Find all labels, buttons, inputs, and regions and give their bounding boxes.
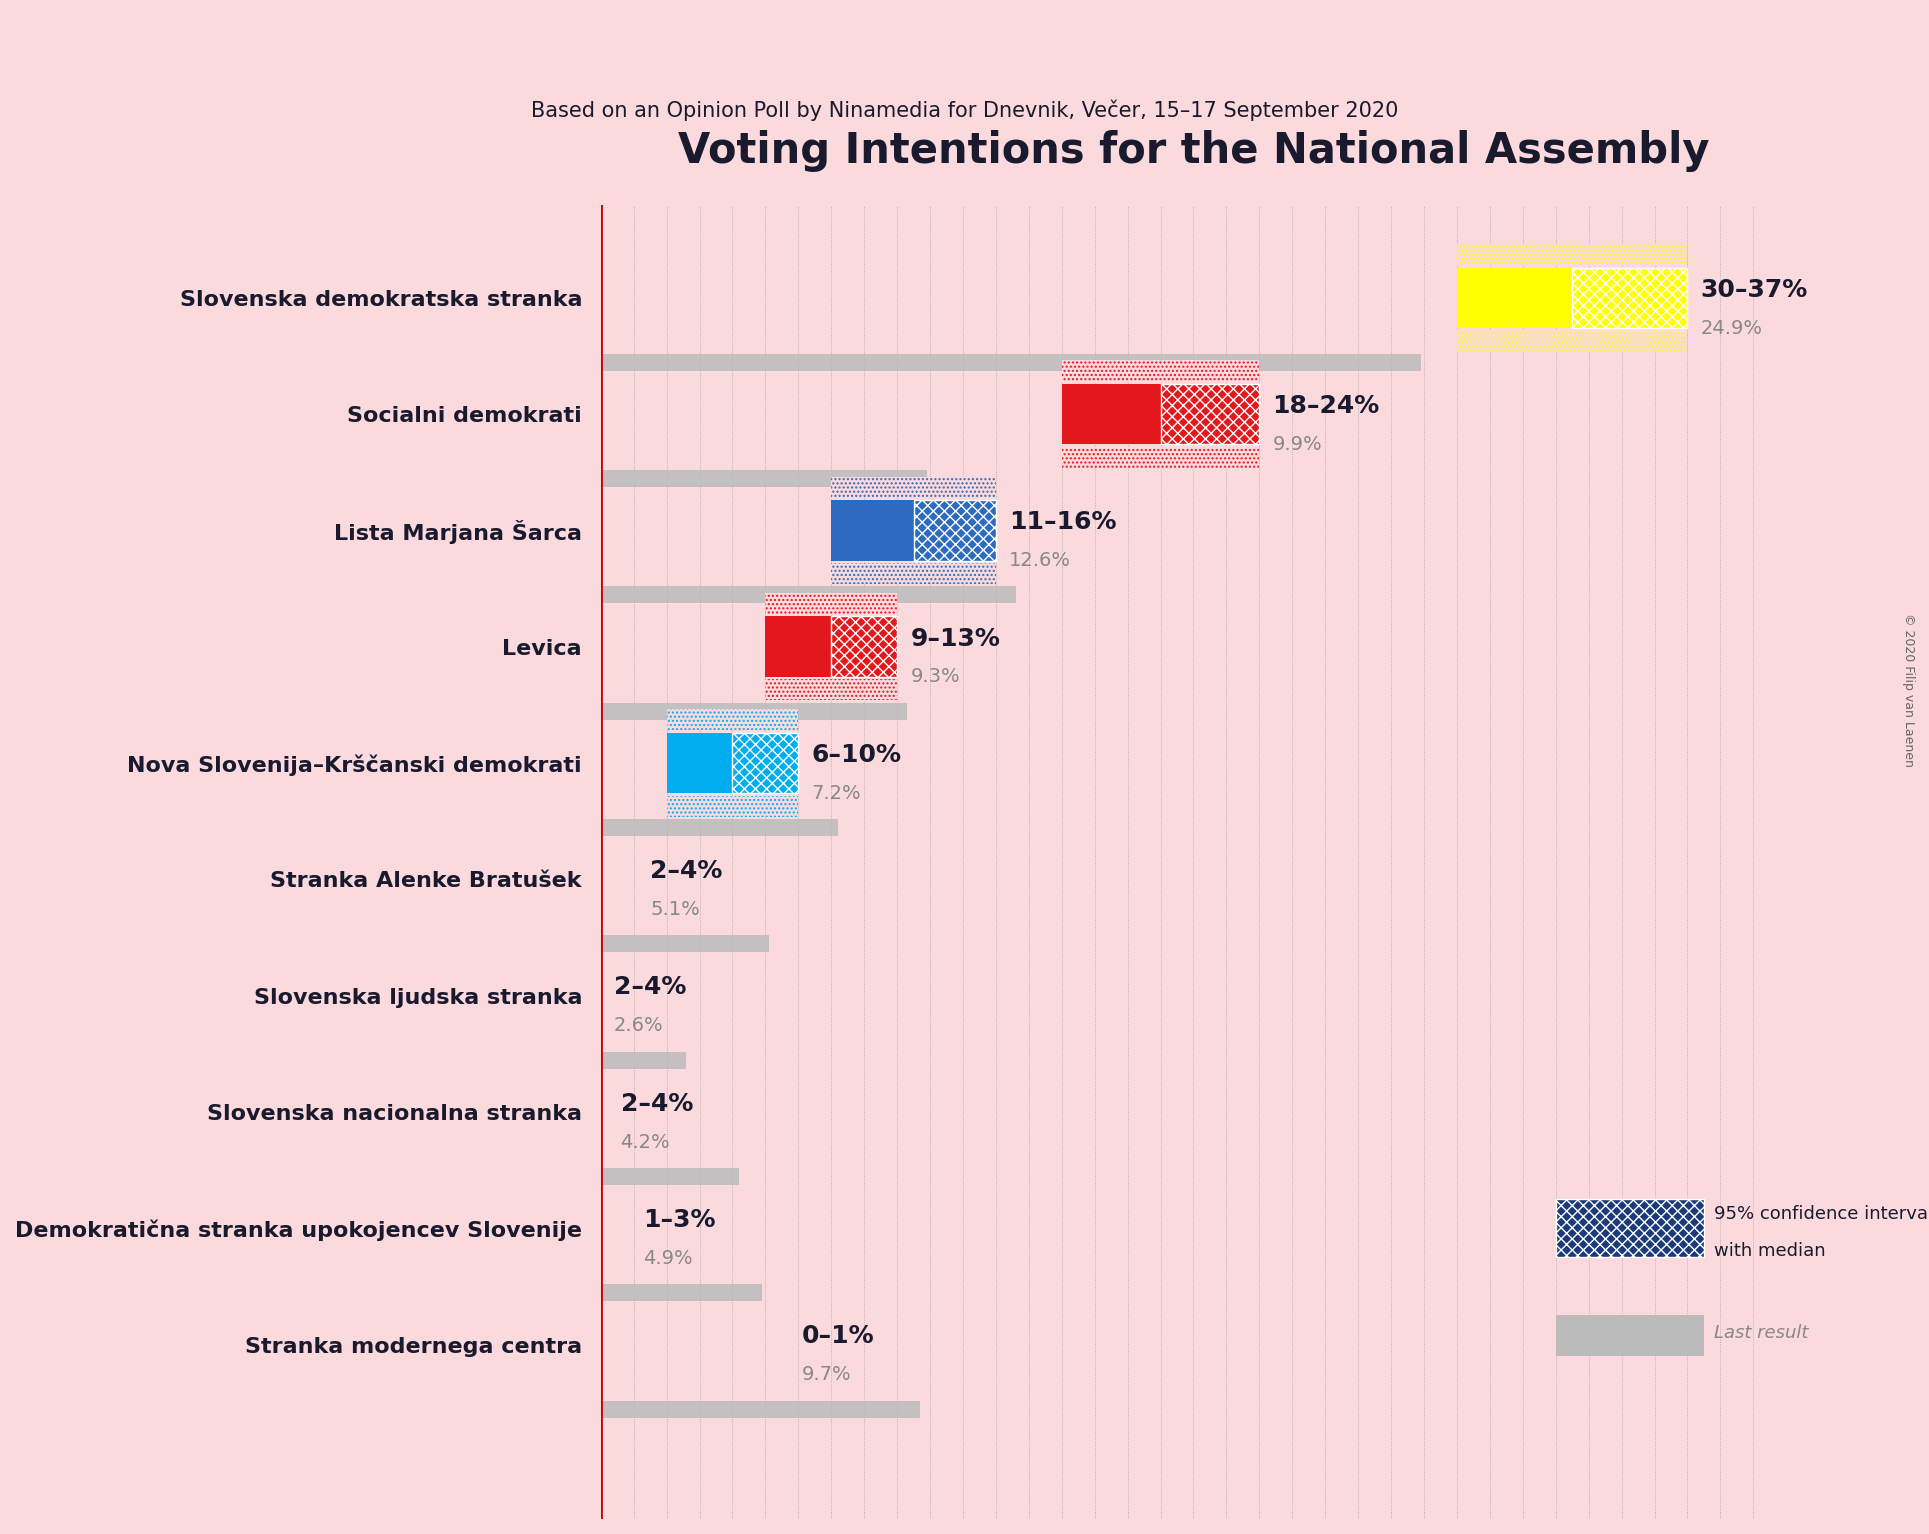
Text: 4.9%: 4.9% (644, 1249, 693, 1269)
Bar (831, 500, 914, 560)
Bar (600, 1284, 762, 1301)
Bar (534, 942, 600, 963)
Bar (766, 680, 897, 701)
Bar (502, 1261, 567, 1282)
Text: 24.9%: 24.9% (1701, 319, 1763, 337)
Bar (534, 911, 600, 933)
Bar (600, 1167, 739, 1184)
Bar (667, 733, 733, 793)
Bar (534, 1058, 600, 1080)
Bar (831, 563, 995, 584)
Text: 2.6%: 2.6% (613, 1017, 664, 1035)
Bar (534, 825, 600, 847)
Bar (1555, 1316, 1703, 1356)
Bar (486, 1315, 502, 1374)
Bar (1555, 1200, 1703, 1258)
Text: with median: with median (1713, 1243, 1825, 1261)
Bar (534, 942, 600, 963)
Bar (534, 1081, 567, 1143)
Text: 9.7%: 9.7% (802, 1365, 851, 1384)
Bar (667, 709, 799, 730)
Bar (567, 848, 600, 910)
Text: 9.3%: 9.3% (910, 667, 961, 686)
Text: 2–4%: 2–4% (650, 859, 723, 884)
Bar (1456, 330, 1688, 351)
Bar (534, 911, 600, 933)
Bar (831, 477, 995, 499)
Bar (567, 1081, 600, 1143)
Bar (600, 936, 768, 953)
Text: 30–37%: 30–37% (1701, 278, 1807, 302)
Bar (766, 680, 897, 701)
Bar (534, 1144, 600, 1166)
Bar (1061, 384, 1161, 445)
Bar (831, 563, 995, 584)
Bar (831, 617, 897, 676)
Text: 5.1%: 5.1% (650, 900, 700, 919)
Bar (534, 825, 600, 847)
Text: 18–24%: 18–24% (1273, 394, 1379, 417)
Bar (600, 469, 926, 488)
Bar (600, 819, 837, 836)
Text: Based on an Opinion Poll by Ninamedia for Dnevnik, Večer, 15–17 September 2020: Based on an Opinion Poll by Ninamedia fo… (530, 100, 1399, 121)
Bar (914, 500, 995, 560)
Text: 95% confidence interval: 95% confidence interval (1713, 1206, 1929, 1223)
Text: 0–1%: 0–1% (802, 1324, 874, 1348)
Bar (534, 848, 567, 910)
Bar (667, 796, 799, 816)
Bar (534, 1144, 600, 1166)
Bar (469, 1378, 502, 1399)
Bar (766, 594, 897, 614)
Bar (600, 1052, 687, 1069)
Bar (469, 1290, 502, 1312)
Bar (1572, 267, 1688, 328)
Bar (766, 594, 897, 614)
Text: 9.9%: 9.9% (1273, 434, 1321, 454)
Text: Last result: Last result (1713, 1324, 1807, 1342)
Bar (766, 617, 831, 676)
Bar (469, 1315, 486, 1374)
Bar (502, 1261, 567, 1282)
Text: © 2020 Filip van Laenen: © 2020 Filip van Laenen (1902, 614, 1915, 767)
Bar (600, 703, 907, 719)
Bar (469, 1378, 502, 1399)
Text: 4.2%: 4.2% (621, 1132, 669, 1152)
Bar (600, 586, 1017, 603)
Text: 9–13%: 9–13% (910, 626, 999, 650)
Title: Voting Intentions for the National Assembly: Voting Intentions for the National Assem… (677, 130, 1709, 172)
Bar (534, 965, 567, 1026)
Bar (502, 1175, 567, 1195)
Bar (1061, 446, 1260, 468)
Text: 2–4%: 2–4% (613, 976, 687, 1000)
Bar (534, 1028, 600, 1049)
Text: 11–16%: 11–16% (1009, 511, 1117, 534)
Text: 2–4%: 2–4% (621, 1092, 693, 1115)
Bar (600, 354, 1422, 371)
Text: 12.6%: 12.6% (1009, 551, 1071, 571)
Bar (1456, 330, 1688, 351)
Bar (733, 733, 799, 793)
Bar (1061, 360, 1260, 382)
Bar (1456, 267, 1572, 328)
Bar (1061, 446, 1260, 468)
Bar (600, 1401, 920, 1417)
Bar (667, 709, 799, 730)
Bar (534, 1058, 600, 1080)
Bar (534, 1198, 567, 1258)
Text: 7.2%: 7.2% (812, 784, 860, 802)
Bar (831, 477, 995, 499)
Bar (469, 1290, 502, 1312)
Bar (567, 965, 600, 1026)
Bar (1061, 360, 1260, 382)
Bar (1456, 244, 1688, 265)
Bar (502, 1198, 534, 1258)
Bar (667, 796, 799, 816)
Bar (1161, 384, 1260, 445)
Bar (502, 1175, 567, 1195)
Text: 6–10%: 6–10% (812, 742, 901, 767)
Bar (534, 1028, 600, 1049)
Text: 1–3%: 1–3% (644, 1209, 716, 1232)
Bar (1456, 244, 1688, 265)
